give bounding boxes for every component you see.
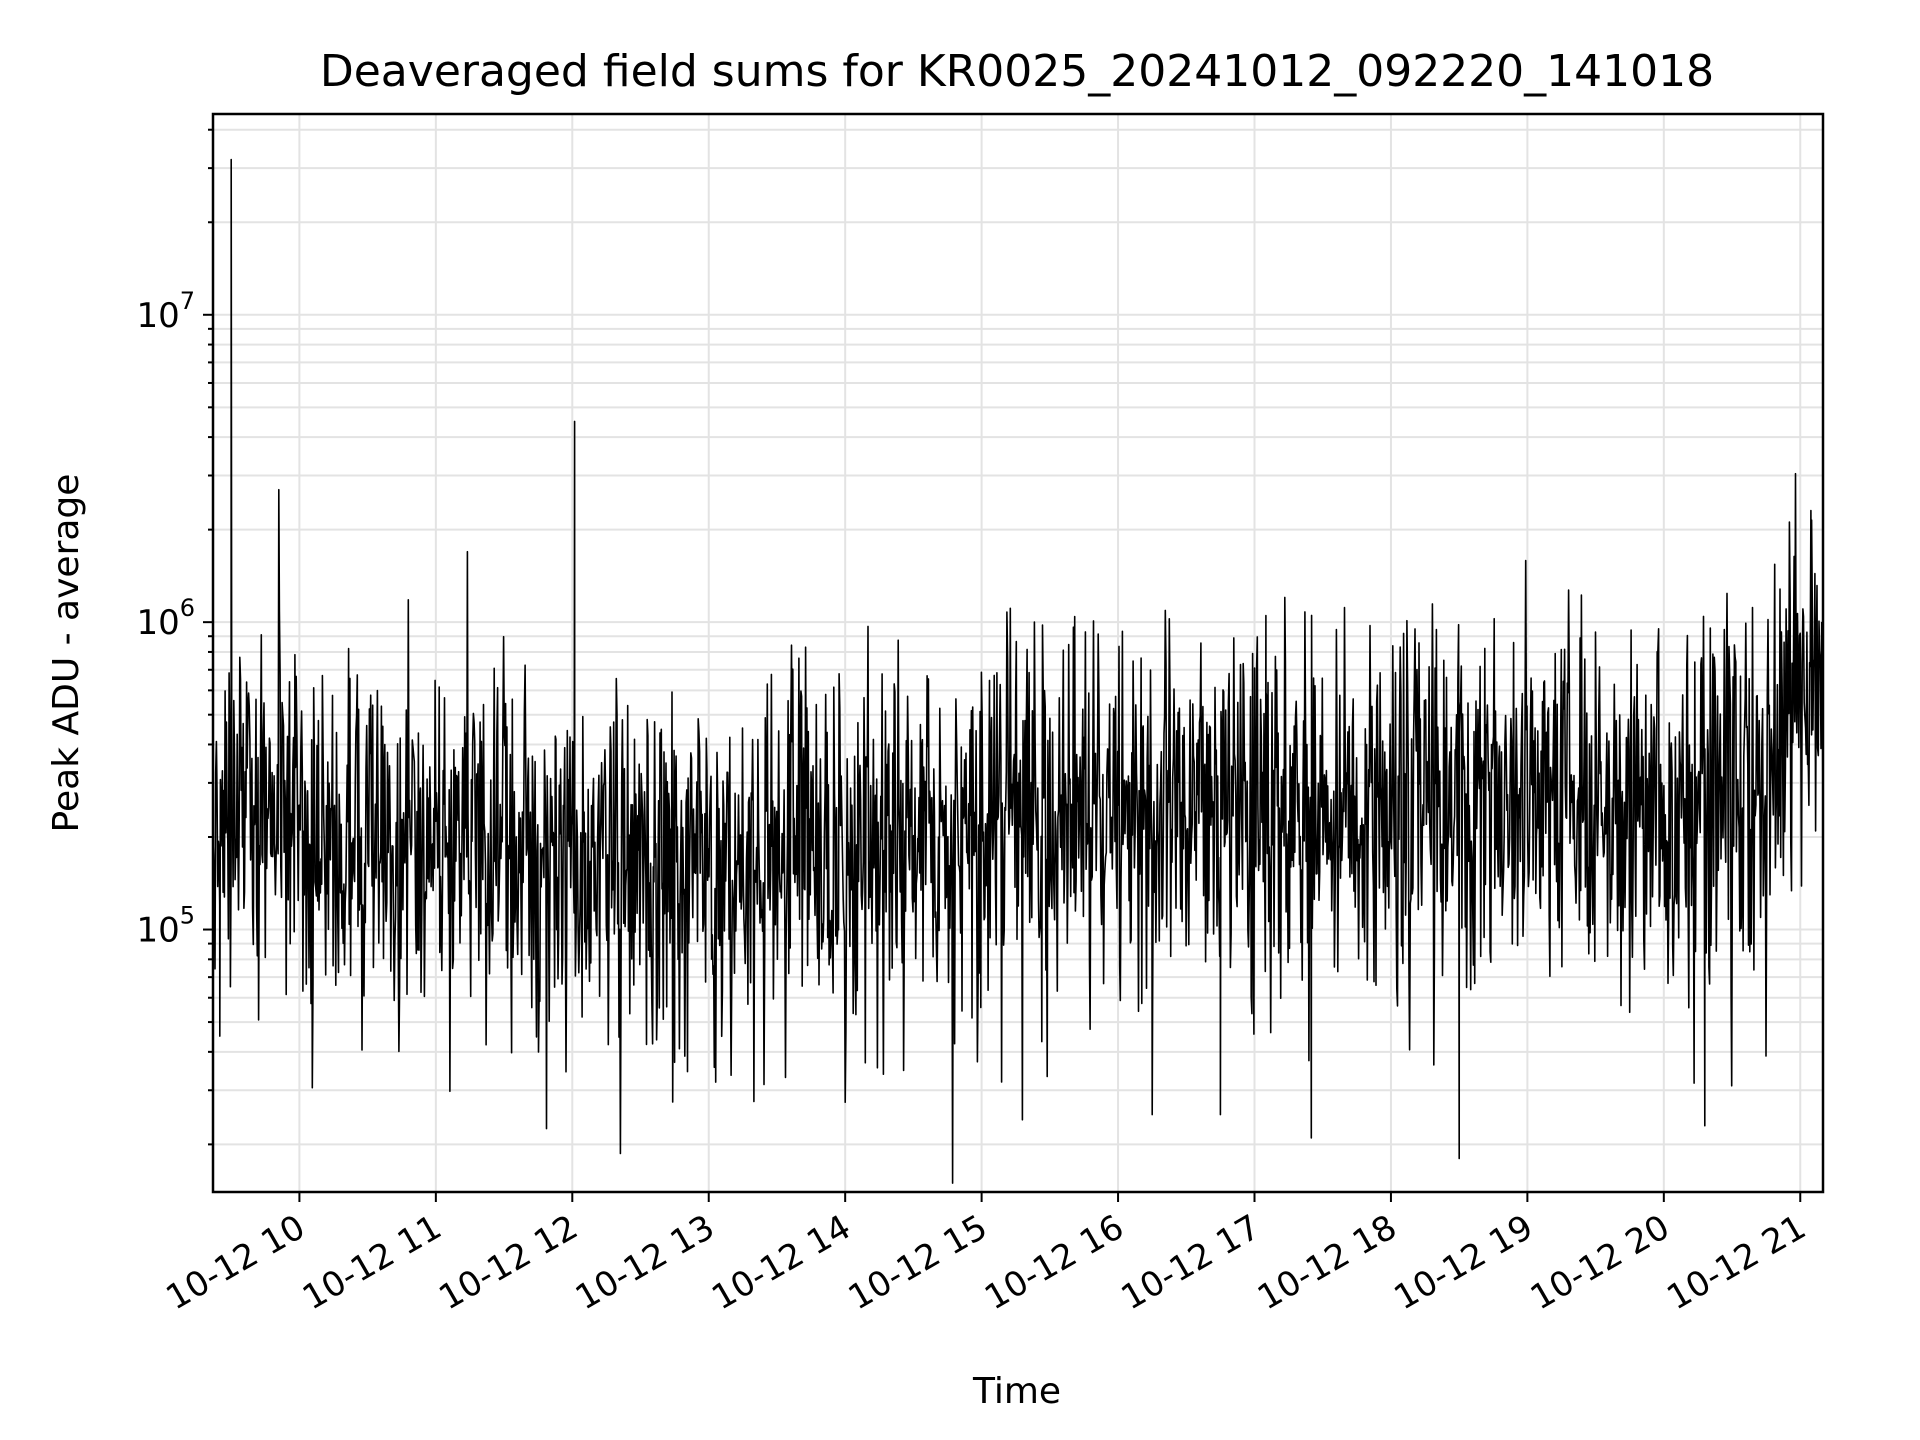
y-tick-label: 106	[136, 594, 195, 643]
y-tick-exponent: 5	[180, 902, 195, 930]
y-tick-base: 10	[136, 296, 179, 336]
plot-frame	[211, 112, 1825, 1194]
y-tick-base: 10	[136, 603, 179, 643]
chart-title: Deaveraged field sums for KR0025_2024101…	[320, 46, 1714, 97]
series-line	[212, 158, 1824, 1184]
y-tick-label: 107	[136, 287, 195, 336]
y-tick-exponent: 6	[180, 594, 195, 622]
y-axis-label: Peak ADU - average	[46, 474, 87, 833]
series-group	[212, 158, 1824, 1184]
y-tick-label: 105	[136, 902, 195, 951]
x-axis-label: Time	[972, 1371, 1061, 1412]
y-tick-base: 10	[136, 911, 179, 951]
y-tick-exponent: 7	[180, 287, 195, 315]
